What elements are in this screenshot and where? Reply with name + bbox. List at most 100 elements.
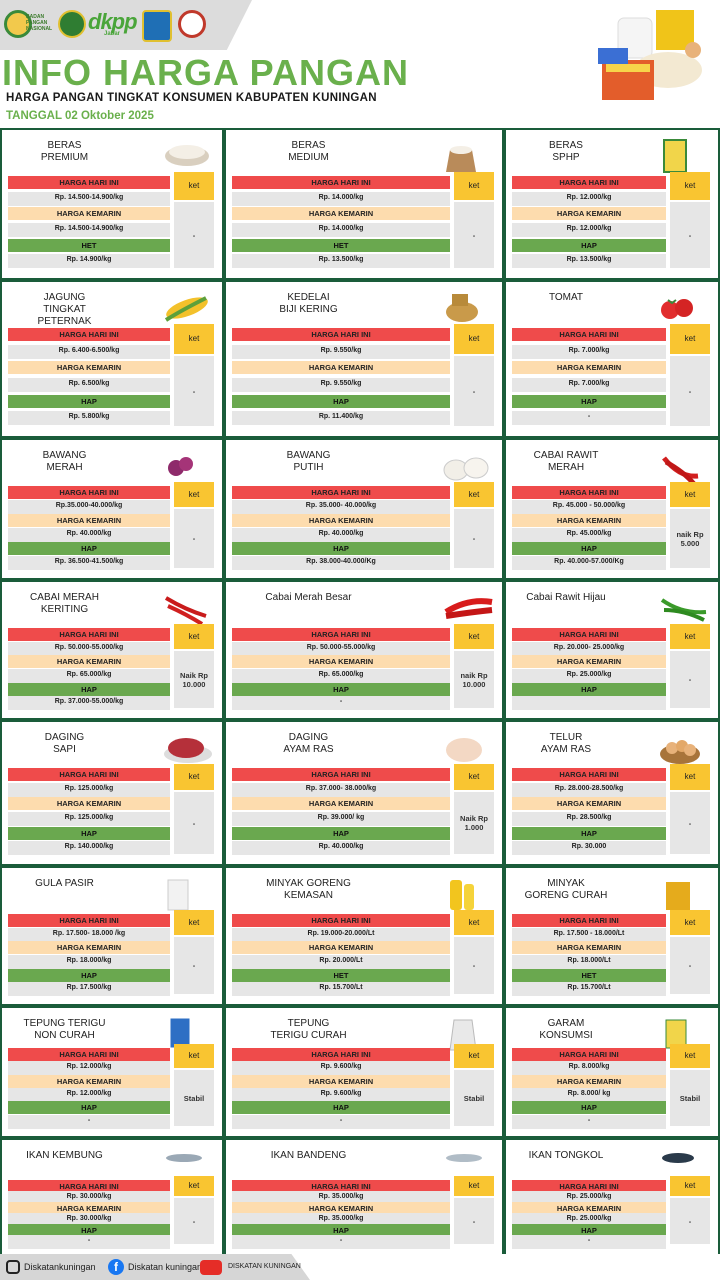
ket-header: ket	[670, 764, 710, 790]
reference-price: Rp. 13.500/kg	[512, 254, 666, 269]
yesterday-price: Rp. 28.500/kg	[512, 812, 666, 826]
reference-label: HAP	[232, 682, 450, 696]
today-label: HARGA HARI INI	[512, 1180, 666, 1193]
ket-note: -	[454, 356, 494, 426]
commodity-image	[446, 294, 478, 322]
reference-label: HAP	[512, 1224, 666, 1237]
ket-note: Naik Rp 1.000	[454, 792, 494, 854]
commodity-image	[444, 598, 493, 619]
youtube-icon	[200, 1260, 222, 1275]
commodity-image	[443, 457, 489, 481]
yesterday-price: Rp. 20.000/Lt	[232, 955, 450, 969]
reference-price: -	[512, 1114, 666, 1129]
price-card: IKAN BANDENG HARGA HARI INI Rp. 35.000/kg H…	[226, 1140, 502, 1254]
today-price: Rp. 30.000/kg	[8, 1191, 170, 1205]
commodity-name: DAGING AYAM RAS	[283, 732, 334, 755]
today-label: HARGA HARI INI	[8, 914, 170, 927]
ket-note: Stabil	[454, 1070, 494, 1126]
commodity-name: JAGUNG TINGKAT PETERNAK	[37, 292, 92, 327]
yesterday-label: HARGA KEMARIN	[512, 361, 666, 375]
ket-header: ket	[174, 624, 214, 649]
yesterday-label: HARGA KEMARIN	[512, 207, 666, 221]
yesterday-label: HARGA KEMARIN	[8, 655, 170, 669]
reference-label: HAP	[512, 826, 666, 840]
reference-label: HET	[232, 968, 450, 982]
ket-header: ket	[174, 764, 214, 790]
yesterday-price: Rp. 30.000/kg	[8, 1213, 170, 1227]
today-price: Rp. 7.000/kg	[512, 344, 666, 359]
yesterday-label: HARGA KEMARIN	[512, 655, 666, 669]
yesterday-label: HARGA KEMARIN	[512, 941, 666, 955]
price-grid: BERAS PREMIUM HARGA HARI INI Rp. 14.500-14…	[0, 128, 720, 1254]
price-card: Cabai Rawit Hijau HARGA HARI INI Rp. 20.00…	[506, 582, 718, 718]
commodity-name: IKAN TONGKOL	[528, 1150, 604, 1161]
diskatan-logo	[178, 10, 206, 38]
reference-label: HAP	[232, 1224, 450, 1237]
price-card: TEPUNG TERIGU CURAH HARGA HARI INI Rp. 9.6…	[226, 1008, 502, 1136]
commodity-name: CABAI MERAH KERITING	[30, 592, 99, 615]
yesterday-label: HARGA KEMARIN	[8, 207, 170, 221]
commodity-image	[660, 598, 707, 622]
kuningan-logo	[142, 10, 172, 42]
price-card: Cabai Merah Besar HARGA HARI INI Rp. 50.00…	[226, 582, 502, 718]
commodity-image	[166, 1154, 202, 1162]
reference-label: HAP	[8, 1101, 170, 1115]
price-card: BAWANG MERAH HARGA HARI INI Rp.35.000-40.0…	[2, 440, 222, 578]
today-label: HARGA HARI INI	[8, 328, 170, 341]
yesterday-price: Rp. 14.500-14.900/kg	[8, 223, 170, 237]
today-label: HARGA HARI INI	[8, 628, 170, 641]
commodity-image	[168, 457, 193, 476]
instagram-handle[interactable]: Diskatankuningan	[24, 1262, 96, 1272]
commodity-image	[666, 882, 690, 910]
reference-price: Rp. 17.500/kg	[8, 982, 170, 997]
facebook-icon: f	[108, 1259, 124, 1275]
reference-label: HAP	[8, 682, 170, 696]
ket-header: ket	[670, 624, 710, 649]
today-label: HARGA HARI INI	[8, 1048, 170, 1061]
yesterday-label: HARGA KEMARIN	[512, 1074, 666, 1088]
yesterday-price: Rp. 14.000/kg	[232, 223, 450, 237]
yesterday-label: HARGA KEMARIN	[8, 514, 170, 527]
yesterday-price: Rp. 40.000/kg	[232, 528, 450, 542]
commodity-name: CABAI RAWIT MERAH	[533, 450, 599, 473]
commodity-name: BAWANG PUTIH	[286, 450, 331, 473]
ket-header: ket	[174, 910, 214, 935]
ket-note: Naik Rp 10.000	[174, 651, 214, 708]
ket-header: ket	[454, 624, 494, 649]
ket-header: ket	[174, 482, 214, 507]
reference-price: Rp. 30.000	[512, 841, 666, 856]
ket-header: ket	[174, 1044, 214, 1068]
ket-header: ket	[174, 172, 214, 200]
reference-price: Rp. 140.000/kg	[8, 841, 170, 856]
today-price: Rp. 12.000/kg	[8, 1061, 170, 1076]
today-price: Rp. 20.000- 25.000/kg	[512, 641, 666, 656]
yesterday-price: Rp. 125.000/kg	[8, 812, 170, 826]
logo-bar: BADAN PANGAN NASIONAL dkpp Jabar	[0, 0, 252, 50]
page-title: INFO HARGA PANGAN	[2, 52, 409, 93]
dkpp-sub: Jabar	[104, 31, 121, 37]
today-label: HARGA HARI INI	[232, 1048, 450, 1061]
yesterday-label: HARGA KEMARIN	[8, 1074, 170, 1088]
dkpp-logo: dkpp	[88, 9, 138, 34]
today-label: HARGA HARI INI	[512, 768, 666, 781]
today-price: Rp. 25.000/kg	[512, 1191, 666, 1205]
yesterday-price: Rp. 12.000/kg	[8, 1088, 170, 1102]
commodity-name: TEPUNG TERIGU NON CURAH	[23, 1018, 106, 1041]
ket-header: ket	[670, 910, 710, 935]
commodity-name: Cabai Rawit Hijau	[526, 592, 606, 603]
yesterday-label: HARGA KEMARIN	[512, 797, 666, 811]
today-price: Rp.35.000-40.000/kg	[8, 500, 170, 514]
today-label: HARGA HARI INI	[232, 486, 450, 499]
youtube-handle[interactable]: DISKATAN KUNINGAN	[228, 1263, 301, 1270]
ket-note: -	[454, 509, 494, 568]
facebook-handle[interactable]: Diskatan kuningan	[128, 1262, 203, 1272]
ket-header: ket	[454, 482, 494, 507]
ket-header: ket	[454, 910, 494, 935]
ministry-logo	[58, 10, 86, 38]
reference-price: Rp. 11.400/kg	[232, 411, 450, 426]
ket-note: -	[174, 1198, 214, 1244]
ket-header: ket	[670, 482, 710, 507]
ket-header: ket	[454, 172, 494, 200]
price-card: GARAM KONSUMSI HARGA HARI INI Rp. 8.000/kg…	[506, 1008, 718, 1136]
reference-label: HAP	[512, 542, 666, 555]
